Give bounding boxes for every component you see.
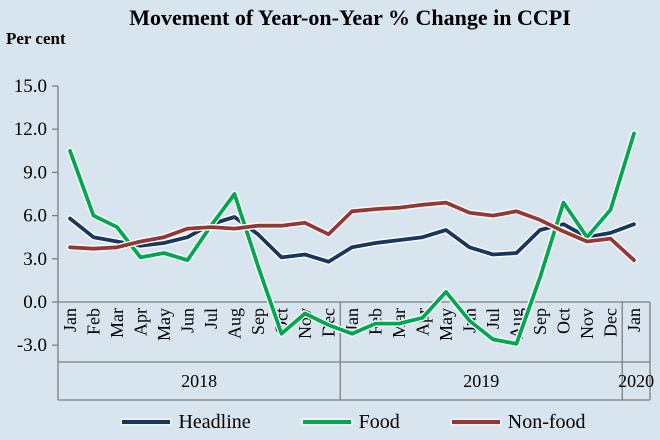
- month-label: Jun: [178, 308, 198, 333]
- month-label: May: [154, 308, 174, 341]
- year-label: 2018: [181, 371, 217, 391]
- y-tick-label: 12.0: [14, 119, 47, 140]
- month-label: Sep: [530, 308, 550, 335]
- month-label: Jan: [342, 308, 362, 332]
- month-label: Mar: [107, 308, 127, 338]
- y-tick-label: 6.0: [23, 206, 47, 227]
- legend-item-food: Food: [302, 411, 400, 433]
- legend-label-food: Food: [358, 411, 400, 433]
- legend-item-nonfood: Non-food: [451, 411, 586, 433]
- month-label: Aug: [225, 308, 245, 339]
- month-label: Jul: [483, 308, 503, 329]
- month-label: May: [436, 308, 456, 341]
- legend: Headline Food Non-food: [54, 407, 654, 437]
- food-line-swatch: [302, 420, 351, 424]
- y-tick-label: -3.0: [17, 335, 47, 356]
- y-tick-label: 0.0: [23, 292, 47, 313]
- y-axis-unit-label: Per cent: [6, 29, 66, 48]
- month-label: Dec: [601, 308, 621, 337]
- month-label: Jul: [201, 308, 221, 329]
- legend-item-headline: Headline: [122, 411, 251, 433]
- month-label: Jan: [60, 308, 80, 332]
- month-label: Jan: [624, 308, 644, 332]
- month-label: Nov: [577, 308, 597, 339]
- y-tick-label: 15.0: [14, 76, 47, 97]
- month-label: Feb: [84, 308, 104, 335]
- legend-label-headline: Headline: [178, 411, 251, 433]
- month-label: Oct: [554, 308, 574, 334]
- nonfood-line-swatch: [451, 420, 500, 424]
- month-label: Sep: [248, 308, 268, 335]
- chart-title: Movement of Year-on-Year % Change in CCP…: [129, 5, 571, 30]
- y-tick-label: 9.0: [23, 162, 47, 183]
- headline-line-swatch: [122, 420, 171, 424]
- non-food-line: [68, 200, 636, 263]
- month-label: Apr: [131, 308, 151, 336]
- y-tick-label: 3.0: [23, 249, 47, 270]
- year-label: 2019: [463, 371, 499, 391]
- year-label: 2020: [618, 371, 654, 391]
- food-line: [68, 131, 636, 346]
- headline-line: [68, 215, 636, 264]
- legend-label-nonfood: Non-food: [507, 411, 586, 433]
